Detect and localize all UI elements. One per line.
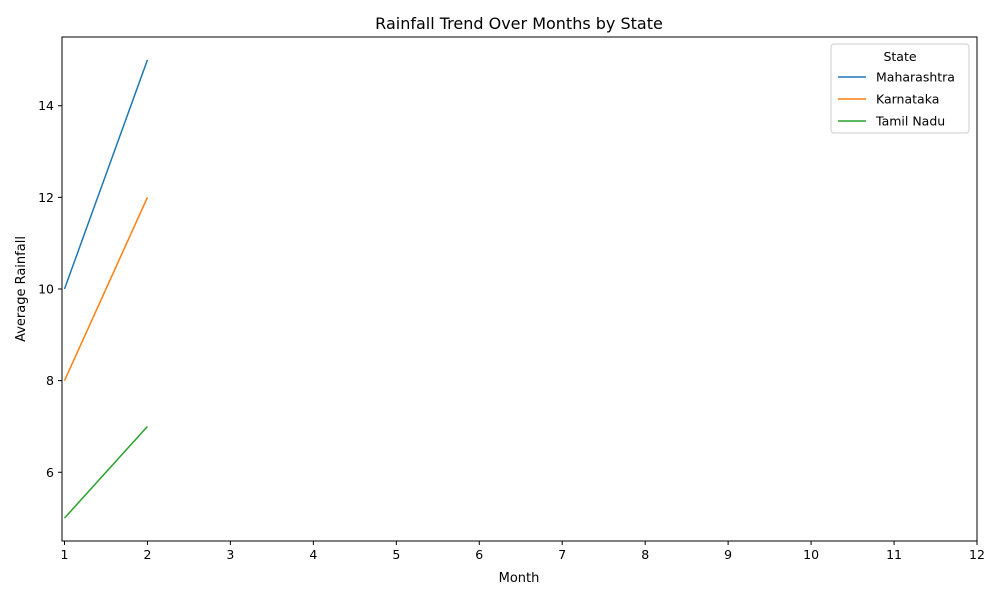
x-tick-label: 2: [143, 547, 151, 562]
y-tick-label: 10: [38, 282, 54, 297]
legend-label-2: Tamil Nadu: [875, 114, 945, 129]
x-tick-label: 5: [392, 547, 400, 562]
y-tick-label: 8: [46, 373, 54, 388]
x-tick-label: 6: [475, 547, 483, 562]
x-tick-label: 10: [803, 547, 819, 562]
x-tick-label: 1: [61, 547, 69, 562]
x-tick-label: 3: [226, 547, 234, 562]
y-axis-ticks: 6 8 10 12 14: [38, 98, 62, 480]
legend-box: [830, 43, 970, 134]
y-tick-label: 12: [38, 190, 54, 205]
x-tick-label: 9: [724, 547, 732, 562]
chart-title: Rainfall Trend Over Months by State: [375, 14, 663, 33]
y-axis-label: Average Rainfall: [14, 236, 29, 342]
series-line-1: [63, 197, 149, 381]
x-tick-label: 4: [309, 547, 317, 562]
x-tick-label: 12: [969, 547, 985, 562]
y-tick-label: 6: [46, 465, 54, 480]
legend-items: Maharashtra Karnataka Tamil Nadu: [838, 70, 955, 129]
x-axis-label: Month: [499, 571, 540, 586]
series-lines: [63, 59, 149, 519]
legend: State Maharashtra Karnataka Tamil Nadu: [830, 43, 970, 134]
x-axis-ticks: 1 2 3 4 5 6 7 8 9 10 11 12: [61, 541, 985, 562]
y-tick-label: 14: [38, 98, 54, 113]
legend-label-0: Maharashtra: [876, 70, 955, 85]
series-line-0: [63, 59, 149, 290]
x-tick-label: 11: [886, 547, 902, 562]
series-line-2: [63, 425, 148, 519]
x-tick-label: 8: [641, 547, 649, 562]
x-tick-label: 7: [558, 547, 566, 562]
legend-title: State: [883, 49, 916, 64]
legend-label-1: Karnataka: [876, 92, 939, 107]
